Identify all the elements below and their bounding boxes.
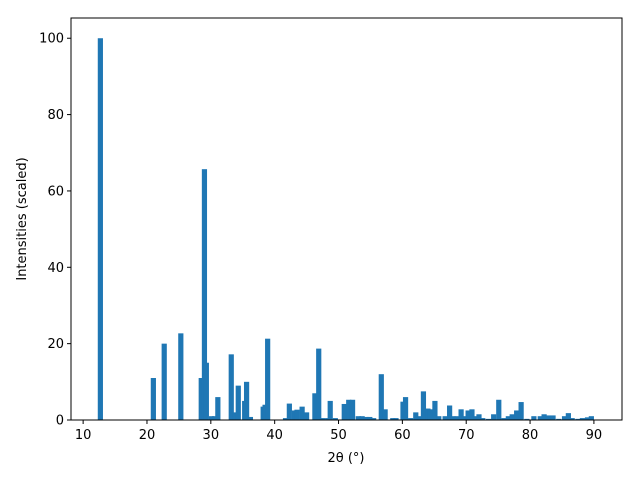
bar bbox=[402, 397, 409, 420]
x-tick-label: 30 bbox=[203, 428, 220, 443]
bar bbox=[208, 416, 215, 420]
bar bbox=[565, 413, 571, 420]
bar bbox=[346, 399, 352, 420]
bar bbox=[371, 418, 377, 420]
bar bbox=[550, 415, 556, 420]
x-tick-label: 20 bbox=[139, 428, 156, 443]
x-tick-label: 60 bbox=[394, 428, 411, 443]
bar bbox=[393, 418, 399, 420]
bar bbox=[294, 409, 300, 420]
bar bbox=[341, 403, 347, 420]
y-tick-label: 80 bbox=[47, 108, 64, 123]
bar bbox=[450, 416, 456, 420]
bar bbox=[367, 416, 373, 420]
x-tick-label: 90 bbox=[586, 428, 603, 443]
bar bbox=[427, 409, 434, 420]
bar bbox=[509, 414, 515, 420]
bar bbox=[465, 410, 471, 420]
bar bbox=[265, 338, 271, 420]
bar bbox=[178, 333, 184, 420]
x-tick-label: 80 bbox=[522, 428, 539, 443]
bar bbox=[491, 414, 497, 420]
bar bbox=[327, 400, 333, 420]
bar bbox=[390, 418, 396, 420]
bar bbox=[501, 418, 507, 420]
plot-frame bbox=[70, 17, 623, 421]
bar bbox=[215, 397, 221, 420]
bar bbox=[473, 416, 479, 420]
y-axis-label: Intensities (scaled) bbox=[15, 157, 30, 280]
bar bbox=[235, 385, 241, 420]
x-axis-label: 2θ (°) bbox=[327, 451, 364, 466]
bar bbox=[436, 416, 442, 420]
bar bbox=[355, 416, 361, 420]
bar bbox=[442, 416, 448, 420]
bar bbox=[349, 399, 356, 420]
bar bbox=[569, 418, 575, 420]
bar bbox=[575, 418, 581, 420]
bar bbox=[312, 393, 318, 420]
bar bbox=[286, 403, 292, 420]
bar bbox=[458, 409, 464, 420]
y-tick-label: 60 bbox=[47, 184, 64, 199]
bar bbox=[282, 418, 289, 420]
bar bbox=[485, 418, 492, 420]
bar bbox=[420, 391, 427, 420]
bar bbox=[496, 399, 502, 420]
bar bbox=[232, 412, 238, 420]
bar bbox=[432, 400, 438, 420]
x-tick-label: 40 bbox=[266, 428, 283, 443]
bar bbox=[413, 412, 419, 420]
bar bbox=[198, 378, 204, 420]
bar bbox=[243, 381, 250, 420]
bar bbox=[514, 410, 520, 420]
bar bbox=[150, 378, 156, 420]
bar bbox=[303, 412, 310, 420]
bar bbox=[454, 416, 460, 420]
y-tick-label: 0 bbox=[56, 414, 64, 429]
x-tick-label: 50 bbox=[330, 428, 347, 443]
y-tick-label: 40 bbox=[47, 261, 64, 276]
bar bbox=[161, 343, 167, 420]
bar bbox=[299, 406, 305, 420]
bar bbox=[531, 416, 537, 420]
bar bbox=[417, 416, 423, 420]
bar bbox=[316, 348, 322, 420]
y-tick-label: 20 bbox=[47, 337, 64, 352]
bar bbox=[203, 362, 209, 420]
bar bbox=[476, 414, 482, 420]
x-tick-label: 10 bbox=[75, 428, 92, 443]
bar bbox=[408, 418, 414, 420]
bar bbox=[537, 416, 543, 420]
bar bbox=[201, 169, 208, 420]
bar bbox=[505, 416, 511, 420]
bar bbox=[584, 417, 591, 420]
bar bbox=[524, 418, 530, 420]
bar bbox=[97, 38, 103, 421]
bar bbox=[480, 418, 486, 420]
bar bbox=[378, 374, 384, 420]
bar bbox=[518, 402, 524, 420]
bar bbox=[382, 409, 388, 420]
bar bbox=[541, 414, 547, 420]
bar bbox=[212, 416, 218, 420]
bar bbox=[545, 415, 551, 420]
bar bbox=[332, 418, 338, 420]
bar bbox=[447, 405, 453, 420]
bar bbox=[461, 416, 467, 420]
bar bbox=[588, 416, 594, 420]
bar bbox=[561, 416, 568, 420]
bar bbox=[359, 416, 365, 420]
bar bbox=[363, 416, 369, 420]
x-tick-label: 70 bbox=[458, 428, 475, 443]
bar bbox=[247, 416, 254, 420]
bar bbox=[469, 409, 475, 420]
bar bbox=[579, 418, 586, 420]
bar bbox=[319, 418, 326, 420]
bar bbox=[556, 418, 562, 420]
y-tick-label: 100 bbox=[39, 32, 64, 47]
bar bbox=[228, 354, 234, 420]
